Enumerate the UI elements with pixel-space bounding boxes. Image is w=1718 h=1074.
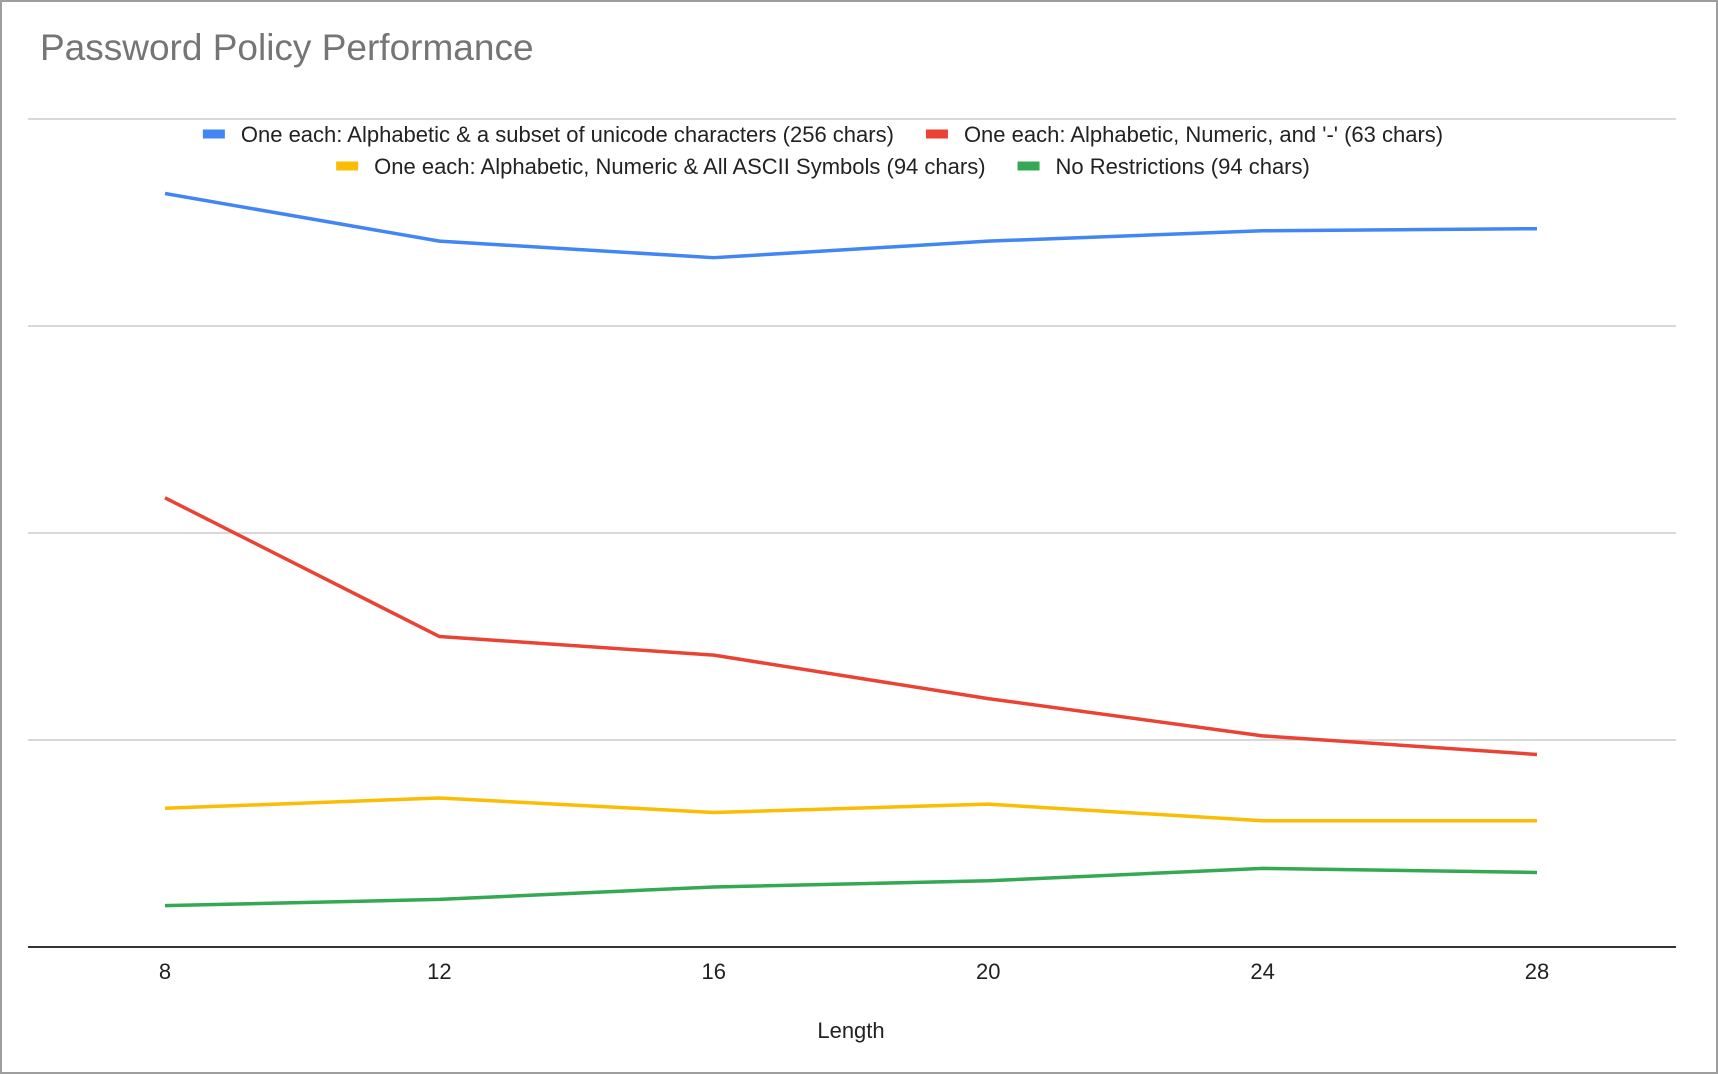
legend-label: No Restrictions (94 chars) [1056,154,1310,179]
legend-item: One each: Alphabetic, Numeric, and '-' (… [925,122,1443,147]
legend: One each: Alphabetic & a subset of unico… [202,122,1443,179]
legend-swatch [1017,161,1040,171]
chart-title: Password Policy Performance [40,27,534,68]
x-tick-label: 12 [427,959,451,984]
x-tick-label: 28 [1525,959,1549,984]
series-line [164,866,1538,908]
x-tick-label: 8 [159,959,171,984]
legend-swatch [925,129,948,139]
legend-item: No Restrictions (94 chars) [1017,154,1310,179]
series-lines [164,191,1538,908]
x-tick-label: 20 [976,959,1000,984]
x-axis-ticks: 8 12 16 20 24 28 [159,959,1549,984]
x-tick-label: 24 [1250,959,1274,984]
x-axis-title: Length [817,1018,884,1043]
legend-label: One each: Alphabetic, Numeric, and '-' (… [964,122,1443,147]
series-line [164,796,1537,823]
legend-label: One each: Alphabetic & a subset of unico… [241,122,894,147]
legend-swatch [202,129,225,139]
legend-swatch [336,161,359,171]
series-line [164,191,1538,260]
legend-item: One each: Alphabetic & a subset of unico… [202,122,894,147]
legend-item: One each: Alphabetic, Numeric & All ASCI… [336,154,986,179]
gridlines [28,118,1676,741]
series-line [164,496,1538,757]
x-tick-label: 16 [702,959,726,984]
legend-label: One each: Alphabetic, Numeric & All ASCI… [374,154,985,179]
